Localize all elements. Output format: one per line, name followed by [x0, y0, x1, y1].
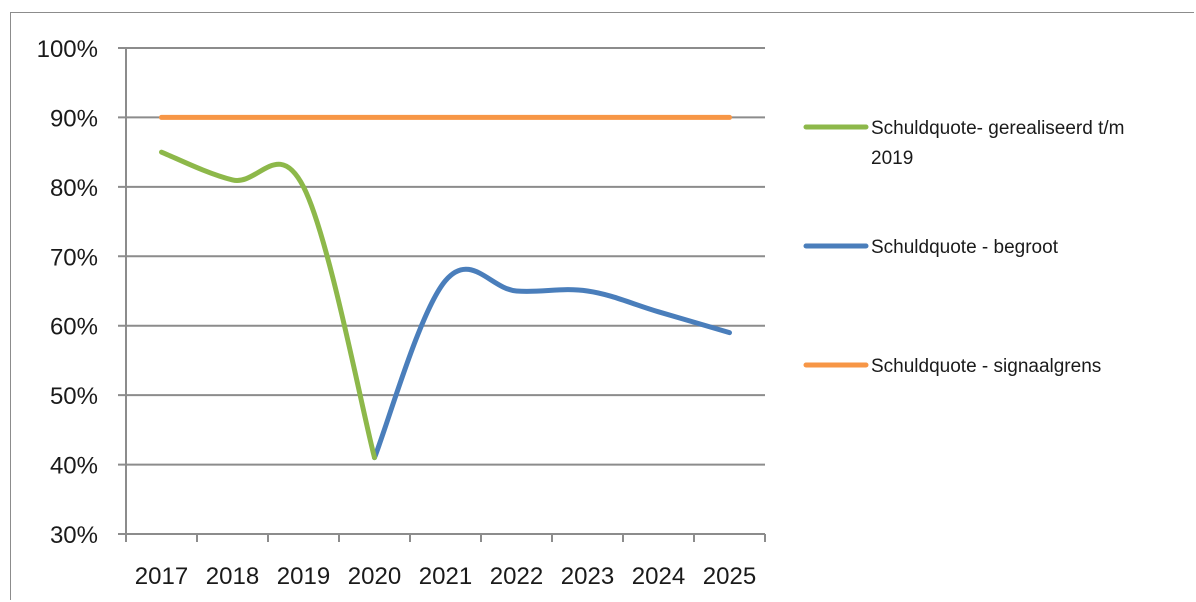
- y-tick-label: 80%: [50, 175, 98, 202]
- legend-label-line: Schuldquote - signaalgrens: [871, 356, 1101, 377]
- legend-label-1: Schuldquote - begroot: [871, 237, 1059, 258]
- y-tick-label: 40%: [50, 453, 98, 480]
- chart-frame: [10, 12, 1194, 600]
- legend-label-line: Schuldquote - begroot: [871, 237, 1059, 258]
- x-tick-label: 2023: [561, 563, 614, 590]
- legend-label-line: Schuldquote- gerealiseerd t/m: [871, 118, 1124, 139]
- x-tick-label: 2022: [490, 563, 543, 590]
- legend-label-0: Schuldquote- gerealiseerd t/m 2019: [871, 118, 1124, 169]
- x-tick-label: 2020: [348, 563, 401, 590]
- y-tick-label: 30%: [50, 522, 98, 549]
- tick-labels: 100% 90% 80% 70% 60% 50% 40% 30% 2017 2018 2019 202…: [37, 36, 757, 590]
- gridlines: [118, 47, 765, 466]
- y-tick-label: 90%: [50, 105, 98, 132]
- series-line-0: [159, 149, 377, 461]
- y-tick-label: 50%: [50, 383, 98, 410]
- x-tick-label: 2017: [135, 563, 188, 590]
- y-tick-label: 70%: [50, 244, 98, 271]
- x-tick-label: 2021: [419, 563, 472, 590]
- x-tick-label: 2018: [206, 563, 259, 590]
- series-line-1: [372, 266, 732, 461]
- x-tick-label: 2025: [703, 563, 756, 590]
- x-tick-label: 2024: [632, 563, 685, 590]
- legend: Schuldquote- gerealiseerd t/m 2019Schuldq…: [803, 118, 1124, 377]
- y-tick-label: 60%: [50, 314, 98, 341]
- legend-label-line: 2019: [871, 148, 913, 169]
- y-tick-label: 100%: [37, 36, 98, 63]
- legend-label-2: Schuldquote - signaalgrens: [871, 356, 1101, 377]
- axes: [118, 48, 766, 542]
- x-tick-label: 2019: [277, 563, 330, 590]
- series-lines: [159, 114, 732, 461]
